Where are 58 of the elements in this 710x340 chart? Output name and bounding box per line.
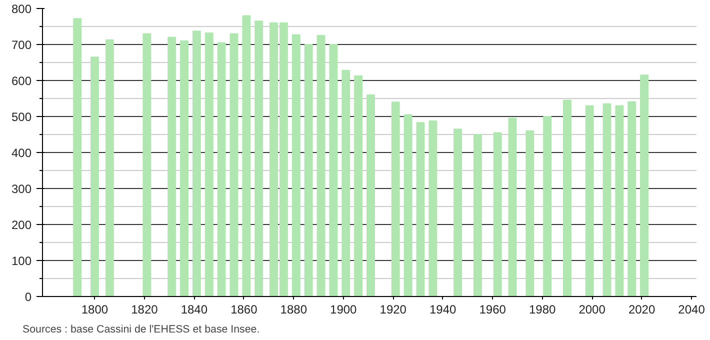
- x-tick-label: 1980: [528, 302, 556, 316]
- bar: [526, 130, 534, 296]
- x-tick-label: 2040: [678, 302, 706, 316]
- bar: [304, 44, 313, 296]
- bar: [105, 39, 114, 296]
- y-tick-label: 200: [11, 218, 32, 232]
- bar: [640, 74, 649, 296]
- bar: [292, 34, 300, 296]
- bar: [543, 116, 552, 296]
- bar: [316, 35, 326, 296]
- x-tick-label: 1940: [430, 302, 457, 316]
- y-tick-label: 700: [11, 38, 32, 52]
- bar: [329, 44, 338, 296]
- y-tick-label: 100: [11, 254, 32, 268]
- bar: [454, 128, 462, 296]
- bar: [192, 30, 201, 296]
- bar: [168, 36, 176, 296]
- bar: [180, 40, 188, 296]
- bar: [628, 101, 636, 296]
- source-note: Sources : base Cassini de l'EHESS et base Insee.: [22, 324, 260, 336]
- bar: [473, 134, 482, 296]
- y-tick-label: 0: [24, 290, 32, 304]
- y-tick-label: 400: [11, 146, 32, 160]
- bar: [585, 105, 594, 296]
- x-tick-label: 1840: [180, 302, 208, 316]
- bar: [73, 18, 82, 296]
- bar: [615, 105, 624, 296]
- bar: [508, 118, 517, 296]
- bar: [391, 102, 400, 296]
- bar: [354, 75, 363, 296]
- x-tick-label: 1860: [230, 302, 258, 316]
- x-tick-label: 2000: [578, 302, 606, 316]
- bar: [493, 132, 502, 296]
- x-tick-label: 1960: [479, 302, 506, 316]
- x-tick-label: 1900: [330, 302, 358, 316]
- bar: [416, 122, 425, 296]
- bar: [404, 114, 412, 296]
- y-tick-label: 500: [11, 110, 32, 124]
- bar: [217, 42, 226, 296]
- x-tick-label: 1920: [380, 302, 407, 316]
- bar: [90, 56, 99, 296]
- bar: [342, 70, 350, 296]
- x-tick-label: 1880: [280, 302, 308, 316]
- bar: [204, 32, 214, 296]
- bar: [142, 33, 152, 296]
- x-tick-label: 2020: [628, 302, 656, 316]
- y-tick-label: 600: [11, 74, 32, 88]
- bar: [602, 103, 612, 296]
- bar: [562, 100, 572, 296]
- bar: [242, 15, 251, 296]
- bar: [254, 20, 264, 296]
- bar: [366, 94, 375, 296]
- x-tick-label: 1820: [131, 302, 158, 316]
- y-tick-label: 800: [11, 2, 32, 16]
- bar: [230, 33, 238, 296]
- bar: [428, 120, 438, 296]
- x-tick-label: 1800: [81, 302, 108, 316]
- y-tick-label: 300: [11, 182, 32, 196]
